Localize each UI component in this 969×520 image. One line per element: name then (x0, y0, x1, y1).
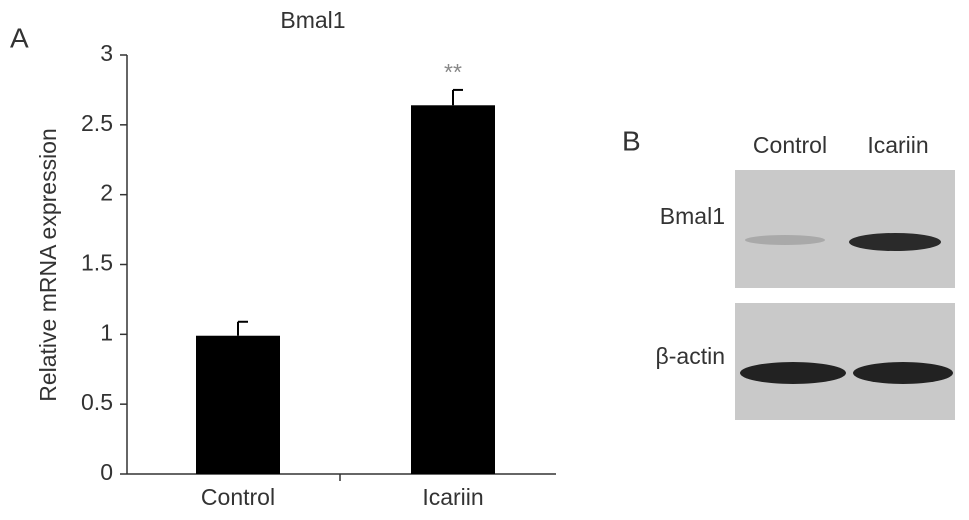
y-tick-label: 2 (100, 180, 113, 206)
y-tick-label: 1 (100, 319, 113, 345)
blot-band (853, 362, 953, 384)
panel-label: A (10, 22, 29, 53)
x-tick-label: Icariin (422, 484, 483, 510)
row-label: β-actin (656, 343, 725, 369)
y-tick-label: 1.5 (81, 250, 113, 276)
y-tick-label: 0 (100, 459, 113, 485)
bar (411, 105, 495, 474)
blot-panel (735, 170, 955, 288)
significance-label: ** (444, 59, 462, 85)
lane-label: Icariin (867, 132, 928, 158)
blot-panel (735, 303, 955, 420)
lane-label: Control (753, 132, 827, 158)
blot-band (849, 233, 941, 251)
blot-band (745, 235, 825, 245)
bar (196, 335, 280, 474)
y-tick-label: 3 (100, 40, 113, 66)
y-axis-label: Relative mRNA expression (35, 128, 61, 402)
row-label: Bmal1 (660, 203, 725, 229)
y-tick-label: 0.5 (81, 389, 113, 415)
chart-title: Bmal1 (280, 7, 345, 33)
panel-label: B (622, 125, 641, 156)
x-tick-label: Control (201, 484, 275, 510)
y-tick-label: 2.5 (81, 110, 113, 136)
blot-band (740, 362, 846, 384)
